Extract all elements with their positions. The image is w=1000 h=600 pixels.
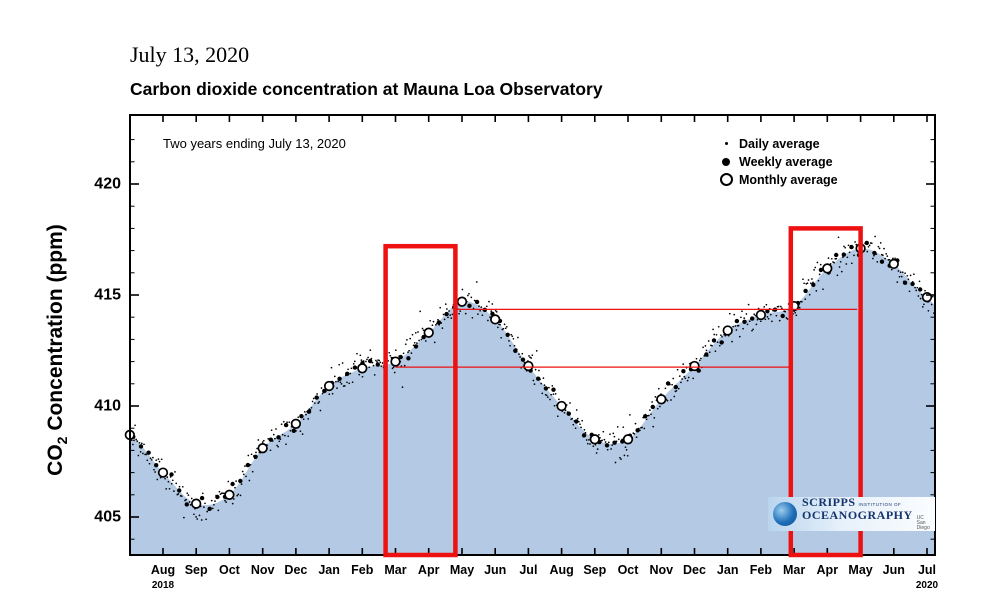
svg-text:410: 410: [94, 398, 121, 415]
plot-frame: [129, 114, 936, 556]
svg-text:420: 420: [94, 176, 121, 193]
svg-text:2018: 2018: [152, 580, 175, 591]
svg-text:Mar: Mar: [783, 563, 805, 577]
svg-text:Dec: Dec: [683, 563, 706, 577]
legend-item-monthly: Monthly average: [716, 172, 838, 187]
legend-label-daily: Daily average: [739, 136, 820, 151]
svg-text:Nov: Nov: [251, 563, 275, 577]
institution-of-text: INSTITUTION OF: [858, 502, 902, 508]
scripps-logo-row1: SCRIPPS INSTITUTION OF: [802, 496, 930, 509]
svg-text:Apr: Apr: [418, 563, 440, 577]
svg-text:Apr: Apr: [817, 563, 839, 577]
svg-text:Jun: Jun: [883, 563, 905, 577]
svg-text:405: 405: [94, 509, 121, 526]
axis-ticks: [130, 115, 935, 555]
co2-area-fill: [130, 248, 935, 556]
date-label: July 13, 2020: [130, 42, 250, 67]
scripps-logo: SCRIPPS INSTITUTION OF OCEANOGRAPHY UC S…: [768, 496, 935, 531]
axis-tick-labels: 405 410 415 420 Aug Sep Oct Nov Dec Jan Feb Mar Apr M…: [94, 176, 938, 592]
legend-label-monthly: Monthly average: [739, 172, 838, 187]
ucsd-text: UC San Diego: [916, 514, 930, 532]
monthly-average-circles: [124, 243, 933, 509]
svg-text:Nov: Nov: [649, 563, 673, 577]
legend-item-weekly: Weekly average: [716, 154, 838, 169]
svg-text:May: May: [450, 563, 474, 577]
svg-text:2020: 2020: [916, 580, 939, 591]
svg-text:Jan: Jan: [318, 563, 340, 577]
scripps-logo-text: SCRIPPS INSTITUTION OF OCEANOGRAPHY UC S…: [802, 496, 930, 531]
scripps-globe-icon: [773, 502, 797, 526]
daily-average-marker-icon: [716, 142, 736, 145]
legend-item-daily: Daily average: [716, 136, 838, 151]
svg-text:Jul: Jul: [519, 563, 537, 577]
svg-text:Jul: Jul: [918, 563, 936, 577]
svg-text:Sep: Sep: [185, 563, 208, 577]
legend-label-weekly: Weekly average: [739, 154, 833, 169]
svg-text:Mar: Mar: [384, 563, 406, 577]
svg-text:Jan: Jan: [717, 563, 739, 577]
monthly-average-marker-icon: [716, 173, 736, 186]
svg-text:Oct: Oct: [219, 563, 241, 577]
svg-text:Dec: Dec: [284, 563, 307, 577]
chart-title: Carbon dioxide concentration at Mauna Lo…: [130, 79, 603, 99]
oceanography-wordmark: OCEANOGRAPHY: [802, 507, 913, 522]
svg-text:Feb: Feb: [351, 563, 374, 577]
highlight-box: [788, 226, 863, 558]
scripps-logo-row2: OCEANOGRAPHY UC San Diego: [802, 509, 930, 532]
svg-text:415: 415: [94, 287, 121, 304]
weekly-average-marker-icon: [716, 157, 736, 166]
svg-text:Jun: Jun: [484, 563, 506, 577]
highlight-box: [383, 243, 458, 558]
svg-text:Aug: Aug: [549, 563, 573, 577]
svg-text:Aug: Aug: [151, 563, 175, 577]
svg-text:Feb: Feb: [750, 563, 773, 577]
svg-text:Sep: Sep: [583, 563, 606, 577]
time-range-annotation: Two years ending July 13, 2020: [163, 136, 346, 151]
svg-text:May: May: [848, 563, 872, 577]
legend: Daily average Weekly average Monthly ave…: [716, 136, 838, 187]
svg-text:Oct: Oct: [618, 563, 640, 577]
scripps-wordmark: SCRIPPS: [802, 495, 856, 510]
